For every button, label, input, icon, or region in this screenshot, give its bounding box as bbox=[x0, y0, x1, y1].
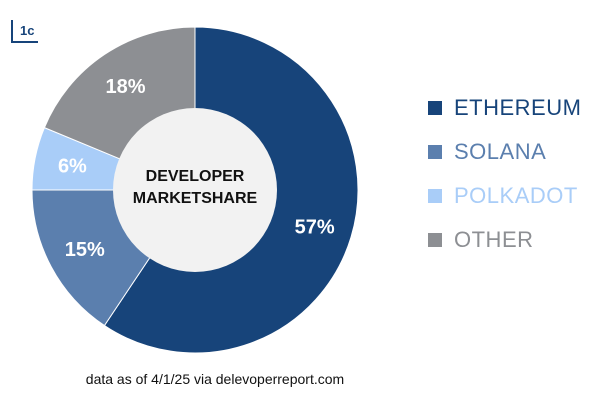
donut-chart: DEVELOPER MARKETSHARE 57% 15% 6% 18% bbox=[31, 26, 359, 354]
legend-swatch bbox=[428, 233, 442, 247]
chart-slice-labels: 57% 15% 6% 18% bbox=[58, 76, 335, 261]
donut-center-hole bbox=[113, 108, 277, 272]
logo-text: 1c bbox=[20, 23, 34, 38]
slice-label-other: 18% bbox=[106, 76, 146, 98]
legend-swatch bbox=[428, 145, 442, 159]
legend-item-other: OTHER bbox=[428, 218, 581, 262]
legend-item-solana: SOLANA bbox=[428, 130, 581, 174]
chart-slices bbox=[31, 26, 359, 354]
legend-swatch bbox=[428, 189, 442, 203]
legend-label: ETHEREUM bbox=[454, 95, 582, 120]
legend-swatch bbox=[428, 101, 442, 115]
slice-label-ethereum: 57% bbox=[295, 216, 335, 238]
brand-logo-icon: 1c bbox=[11, 20, 38, 43]
chart-legend: ETHEREUM SOLANA POLKADOT OTHER bbox=[428, 86, 581, 262]
legend-item-polkadot: POLKADOT bbox=[428, 174, 581, 218]
legend-label: POLKADOT bbox=[454, 183, 578, 208]
slice-label-polkadot: 6% bbox=[58, 156, 87, 178]
legend-item-ethereum: ETHEREUM bbox=[428, 86, 581, 130]
legend-label: SOLANA bbox=[454, 139, 547, 164]
legend-label: OTHER bbox=[454, 227, 534, 252]
slice-label-solana: 15% bbox=[65, 239, 105, 261]
center-label-line-1: DEVELOPER bbox=[146, 168, 245, 185]
source-note: data as of 4/1/25 via delevoperreport.co… bbox=[85, 371, 345, 387]
center-label-line-2: MARKETSHARE bbox=[133, 190, 258, 207]
